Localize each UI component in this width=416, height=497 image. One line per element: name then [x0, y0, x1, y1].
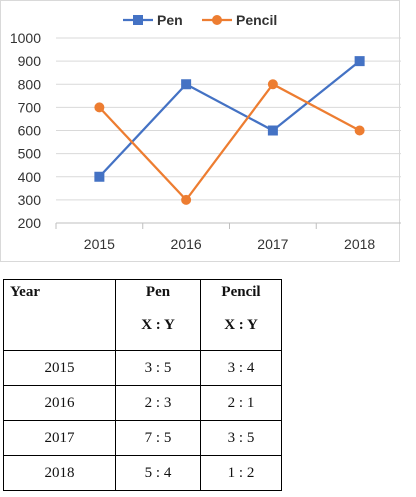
- y-tick-label: 500: [18, 146, 42, 162]
- table-header-row: Year Pen X : Y Pencil X : Y: [3, 279, 282, 351]
- cell-pen-ratio: 5 : 4: [115, 455, 201, 491]
- cell-pen-ratio: 7 : 5: [115, 420, 201, 456]
- ratio-table: Year Pen X : Y Pencil X : Y 2015 3 : 5 3…: [3, 279, 282, 491]
- data-point-pencil: [181, 194, 192, 205]
- y-tick-label: 200: [18, 215, 42, 231]
- header-pencil-ratio-label: X : Y: [224, 317, 258, 333]
- header-pen-label: Pen: [145, 284, 171, 300]
- cell-pencil-ratio: 2 : 1: [200, 385, 282, 421]
- data-point-pen: [181, 79, 192, 90]
- cell-year: 2017: [3, 420, 116, 456]
- y-tick-label: 600: [18, 123, 42, 139]
- x-tick-label: 2016: [171, 236, 202, 252]
- table-row: 2018 5 : 4 1 : 2: [3, 455, 282, 491]
- x-tick-label: 2018: [344, 236, 375, 252]
- header-pen-ratio-label: X : Y: [141, 317, 175, 333]
- header-pen: Pen X : Y: [115, 279, 201, 351]
- y-tick-label: 400: [18, 169, 42, 185]
- y-tick-label: 900: [18, 53, 42, 69]
- table-row: 2016 2 : 3 2 : 1: [3, 385, 282, 421]
- data-point-pencil: [354, 125, 365, 136]
- header-pencil: Pencil X : Y: [200, 279, 282, 351]
- line-chart: 200 300 400 500 600 700 800 900 1000 2015 2016 2017…: [0, 0, 401, 262]
- chart-canvas: 200 300 400 500 600 700 800 900 1000 2015 2016 2017…: [10, 12, 401, 252]
- data-point-pen: [267, 125, 278, 136]
- y-tick-label: 300: [18, 192, 42, 208]
- cell-pencil-ratio: 3 : 5: [200, 420, 282, 456]
- legend-marker-pen: [133, 15, 143, 25]
- header-year: Year: [3, 279, 116, 351]
- series-line-pen: [98, 60, 361, 178]
- y-tick-label: 800: [18, 76, 42, 92]
- cell-pen-ratio: 2 : 3: [115, 385, 201, 421]
- header-pencil-label: Pencil: [221, 284, 261, 300]
- x-tick-label: 2015: [84, 236, 115, 252]
- cell-pencil-ratio: 3 : 4: [200, 350, 282, 386]
- y-tick-label: 1000: [10, 30, 41, 46]
- cell-pencil-ratio: 1 : 2: [200, 455, 282, 491]
- legend-label-pencil: Pencil: [236, 12, 277, 28]
- data-point-pencil: [94, 102, 105, 113]
- cell-year: 2016: [3, 385, 116, 421]
- y-tick-label: 700: [18, 99, 42, 115]
- data-point-pencil: [267, 79, 278, 90]
- data-point-pen: [354, 56, 365, 67]
- cell-pen-ratio: 3 : 5: [115, 350, 201, 386]
- x-tick-label: 2017: [257, 236, 288, 252]
- table-row: 2017 7 : 5 3 : 5: [3, 420, 282, 456]
- legend-marker-pencil: [212, 15, 222, 25]
- series-line-pencil: [98, 82, 361, 202]
- cell-year: 2018: [3, 455, 116, 491]
- header-year-label: Year: [10, 284, 40, 300]
- table-row: 2015 3 : 5 3 : 4: [3, 350, 282, 386]
- legend-label-pen: Pen: [157, 12, 183, 28]
- cell-year: 2015: [3, 350, 116, 386]
- data-point-pen: [94, 171, 105, 182]
